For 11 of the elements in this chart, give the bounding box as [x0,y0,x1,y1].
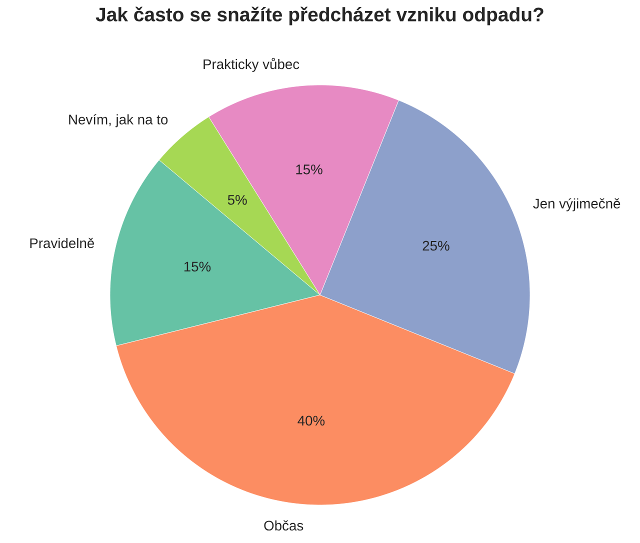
data-label: 15% [184,262,211,272]
data-label: 40% [298,416,325,426]
slice-label: Nevím, jak na to [69,114,168,128]
slice-label: Pravidelně [30,238,94,248]
slice-label: Jen výjimečně [533,198,620,212]
slice-label: Občas [264,520,304,531]
data-label: 25% [422,240,450,251]
data-label: 15% [296,164,322,174]
data-label: 5% [228,195,247,205]
slice-label: Prakticky vůbec [204,58,300,72]
chart-title: Jak často se snažíte předcházet vzniku odpadu? [96,6,544,26]
